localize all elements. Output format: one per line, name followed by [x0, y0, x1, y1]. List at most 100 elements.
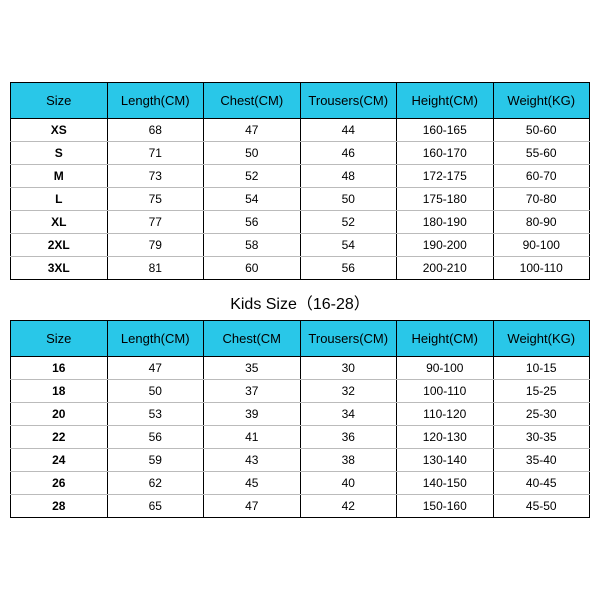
value-cell: 50-60 [493, 119, 590, 142]
value-cell: 41 [204, 426, 301, 449]
col-size: Size [11, 83, 108, 119]
size-cell: 26 [11, 472, 108, 495]
value-cell: 35-40 [493, 449, 590, 472]
value-cell: 56 [300, 257, 397, 280]
col-weight: Weight(KG) [493, 83, 590, 119]
value-cell: 36 [300, 426, 397, 449]
table-row: XL775652180-19080-90 [11, 211, 590, 234]
table-row: 20533934110-12025-30 [11, 403, 590, 426]
value-cell: 30-35 [493, 426, 590, 449]
col-length: Length(CM) [107, 321, 204, 357]
value-cell: 100-110 [397, 380, 494, 403]
value-cell: 70-80 [493, 188, 590, 211]
value-cell: 60 [204, 257, 301, 280]
col-chest: Chest(CM [204, 321, 301, 357]
value-cell: 75 [107, 188, 204, 211]
size-cell: M [11, 165, 108, 188]
value-cell: 15-25 [493, 380, 590, 403]
col-trousers: Trousers(CM) [300, 83, 397, 119]
size-cell: 24 [11, 449, 108, 472]
value-cell: 35 [204, 357, 301, 380]
adult-header-row: Size Length(CM) Chest(CM) Trousers(CM) H… [11, 83, 590, 119]
value-cell: 38 [300, 449, 397, 472]
value-cell: 73 [107, 165, 204, 188]
value-cell: 130-140 [397, 449, 494, 472]
value-cell: 30 [300, 357, 397, 380]
table-row: 22564136120-13030-35 [11, 426, 590, 449]
value-cell: 79 [107, 234, 204, 257]
value-cell: 65 [107, 495, 204, 518]
value-cell: 90-100 [493, 234, 590, 257]
value-cell: 53 [107, 403, 204, 426]
col-length: Length(CM) [107, 83, 204, 119]
value-cell: 52 [300, 211, 397, 234]
table-row: 18503732100-11015-25 [11, 380, 590, 403]
kids-header-row: Size Length(CM) Chest(CM Trousers(CM) He… [11, 321, 590, 357]
value-cell: 56 [107, 426, 204, 449]
table-row: M735248172-17560-70 [11, 165, 590, 188]
size-cell: 28 [11, 495, 108, 518]
table-row: 26624540140-15040-45 [11, 472, 590, 495]
value-cell: 47 [107, 357, 204, 380]
value-cell: 56 [204, 211, 301, 234]
value-cell: 71 [107, 142, 204, 165]
value-cell: 160-170 [397, 142, 494, 165]
value-cell: 25-30 [493, 403, 590, 426]
value-cell: 50 [107, 380, 204, 403]
value-cell: 10-15 [493, 357, 590, 380]
size-cell: XL [11, 211, 108, 234]
kids-size-table-wrap: Size Length(CM) Chest(CM Trousers(CM) He… [10, 320, 590, 518]
table-row: 2XL795854190-20090-100 [11, 234, 590, 257]
size-cell: 18 [11, 380, 108, 403]
value-cell: 46 [300, 142, 397, 165]
value-cell: 40-45 [493, 472, 590, 495]
value-cell: 39 [204, 403, 301, 426]
value-cell: 32 [300, 380, 397, 403]
size-cell: XS [11, 119, 108, 142]
size-cell: 16 [11, 357, 108, 380]
table-row: 3XL816056200-210100-110 [11, 257, 590, 280]
value-cell: 58 [204, 234, 301, 257]
value-cell: 50 [204, 142, 301, 165]
value-cell: 120-130 [397, 426, 494, 449]
value-cell: 40 [300, 472, 397, 495]
value-cell: 52 [204, 165, 301, 188]
value-cell: 62 [107, 472, 204, 495]
table-row: 28654742150-16045-50 [11, 495, 590, 518]
kids-tbody: 1647353090-10010-1518503732100-11015-252… [11, 357, 590, 518]
value-cell: 172-175 [397, 165, 494, 188]
value-cell: 60-70 [493, 165, 590, 188]
kids-size-table: Size Length(CM) Chest(CM Trousers(CM) He… [10, 320, 590, 518]
col-size: Size [11, 321, 108, 357]
table-row: 1647353090-10010-15 [11, 357, 590, 380]
value-cell: 80-90 [493, 211, 590, 234]
value-cell: 77 [107, 211, 204, 234]
value-cell: 34 [300, 403, 397, 426]
value-cell: 44 [300, 119, 397, 142]
value-cell: 180-190 [397, 211, 494, 234]
value-cell: 45-50 [493, 495, 590, 518]
value-cell: 47 [204, 495, 301, 518]
value-cell: 42 [300, 495, 397, 518]
value-cell: 110-120 [397, 403, 494, 426]
size-cell: 3XL [11, 257, 108, 280]
value-cell: 50 [300, 188, 397, 211]
value-cell: 55-60 [493, 142, 590, 165]
size-cell: 2XL [11, 234, 108, 257]
value-cell: 140-150 [397, 472, 494, 495]
table-row: L755450175-18070-80 [11, 188, 590, 211]
size-cell: L [11, 188, 108, 211]
adult-size-table-wrap: Size Length(CM) Chest(CM) Trousers(CM) H… [10, 82, 590, 280]
size-cell: 22 [11, 426, 108, 449]
col-height: Height(CM) [397, 321, 494, 357]
value-cell: 68 [107, 119, 204, 142]
col-trousers: Trousers(CM) [300, 321, 397, 357]
value-cell: 54 [300, 234, 397, 257]
value-cell: 54 [204, 188, 301, 211]
value-cell: 150-160 [397, 495, 494, 518]
table-row: XS684744160-16550-60 [11, 119, 590, 142]
value-cell: 160-165 [397, 119, 494, 142]
adult-size-table: Size Length(CM) Chest(CM) Trousers(CM) H… [10, 82, 590, 280]
value-cell: 100-110 [493, 257, 590, 280]
value-cell: 90-100 [397, 357, 494, 380]
